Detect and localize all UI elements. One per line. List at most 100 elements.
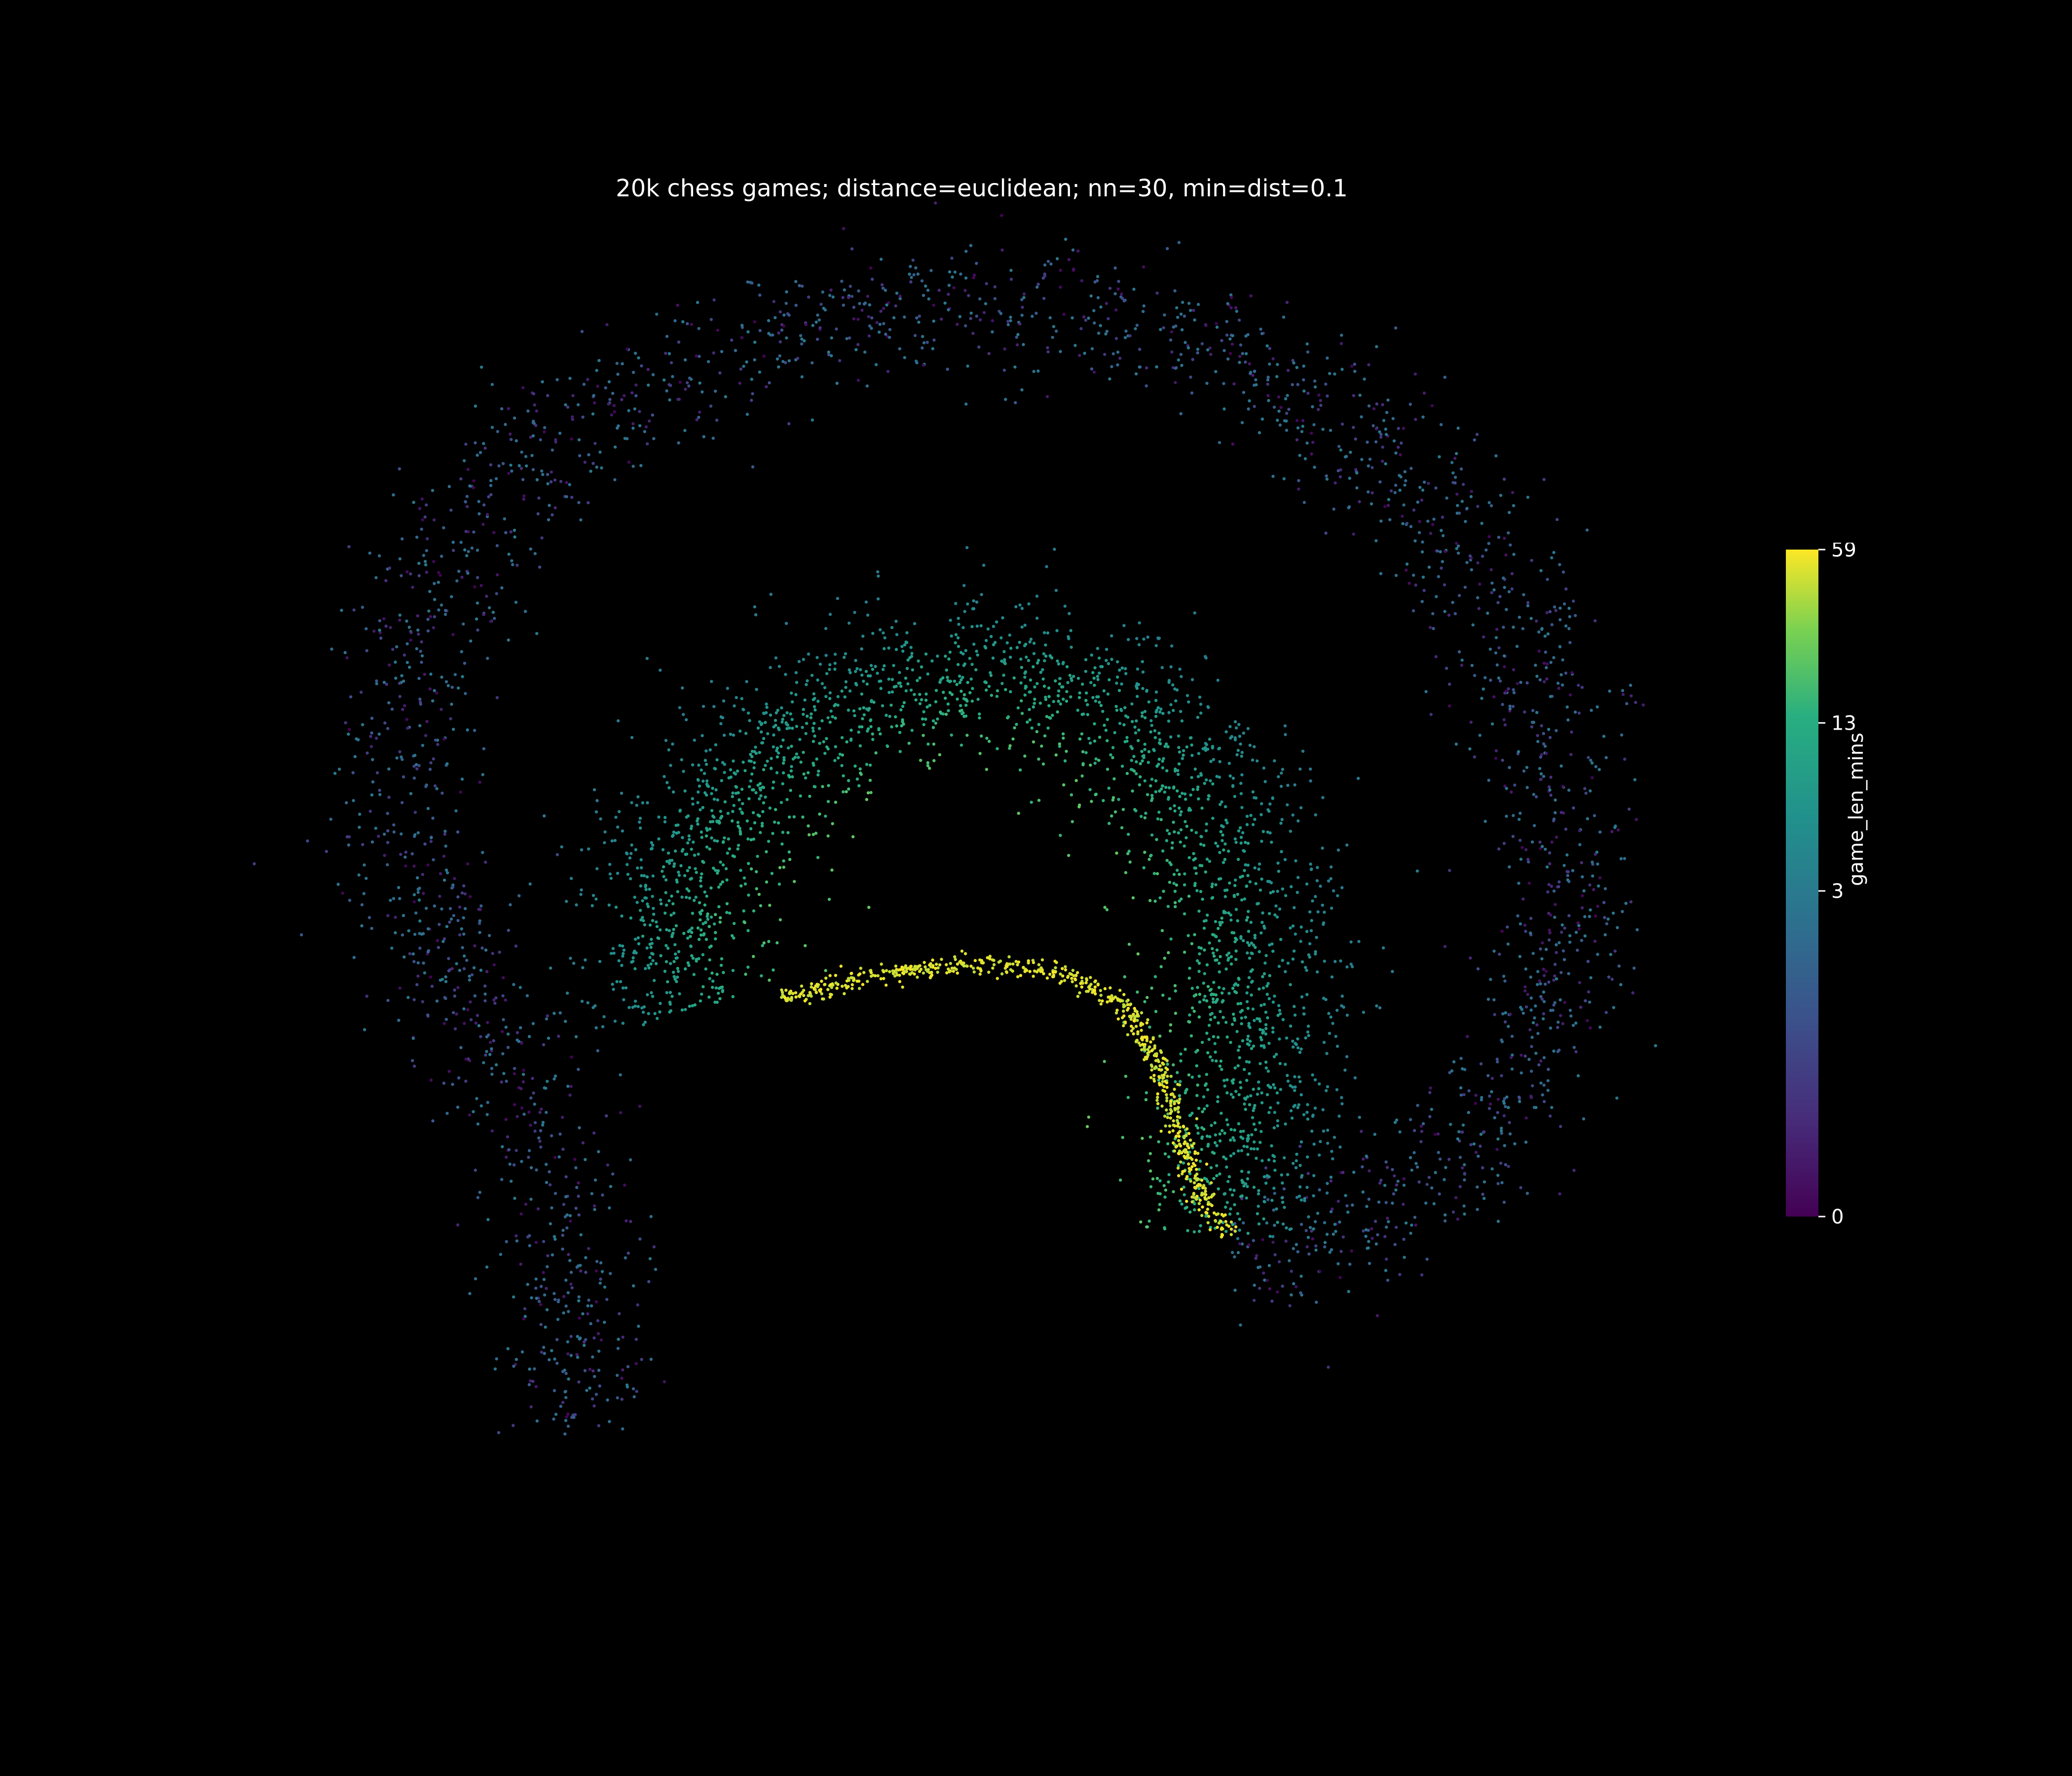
scatter-point (1009, 319, 1012, 323)
scatter-point (1172, 820, 1175, 824)
scatter-point (1033, 698, 1036, 701)
scatter-point (855, 667, 859, 670)
scatter-point (1265, 344, 1269, 348)
scatter-point (1273, 1253, 1277, 1257)
scatter-point (1108, 287, 1112, 290)
scatter-point (461, 675, 464, 678)
scatter-point (877, 727, 881, 731)
scatter-point (586, 1001, 590, 1004)
scatter-point (684, 387, 687, 391)
scatter-point (1519, 1071, 1523, 1074)
scatter-point (1365, 1205, 1369, 1208)
scatter-point (533, 1129, 537, 1133)
scatter-point (1548, 788, 1552, 792)
scatter-point (448, 921, 451, 924)
scatter-point (840, 279, 844, 283)
scatter-point (360, 903, 364, 907)
scatter-point (961, 676, 964, 679)
scatter-point (1141, 759, 1144, 763)
scatter-point (1278, 423, 1282, 427)
scatter-point (1323, 910, 1326, 914)
scatter-point (1431, 523, 1435, 526)
scatter-point (383, 721, 387, 725)
scatter-point (1164, 785, 1168, 789)
scatter-point (1211, 782, 1215, 786)
scatter-point (1461, 1166, 1464, 1170)
scatter-point (1198, 952, 1201, 956)
scatter-point (730, 819, 734, 823)
scatter-point (1241, 831, 1245, 835)
scatter-point (1245, 1000, 1249, 1003)
scatter-point (1260, 840, 1263, 843)
scatter-point (767, 940, 771, 943)
scatter-point (420, 527, 423, 531)
scatter-point (413, 811, 417, 814)
scatter-point (643, 430, 647, 433)
scatter-point (1370, 1227, 1373, 1230)
scatter-point (755, 688, 758, 691)
scatter-point (1188, 1150, 1191, 1154)
scatter-point (499, 1253, 502, 1256)
scatter-point (593, 401, 596, 405)
scatter-point (1282, 477, 1286, 481)
scatter-point (1236, 919, 1239, 923)
scatter-point (1223, 842, 1227, 846)
scatter-point (524, 1202, 528, 1206)
scatter-point (1319, 404, 1323, 407)
scatter-point (1440, 529, 1443, 532)
scatter-point (472, 530, 476, 534)
scatter-point (333, 772, 337, 775)
scatter-point (816, 700, 820, 703)
scatter-point (1445, 666, 1448, 670)
scatter-point (1163, 957, 1166, 960)
scatter-point (353, 755, 357, 758)
scatter-point (776, 708, 779, 712)
scatter-point (575, 1353, 579, 1356)
scatter-point (825, 672, 829, 675)
scatter-point (1284, 894, 1288, 897)
scatter-point (1593, 852, 1597, 856)
scatter-point (840, 689, 844, 693)
scatter-point (754, 791, 758, 795)
scatter-point (669, 764, 672, 767)
scatter-point (1184, 1047, 1187, 1051)
scatter-point (1290, 1227, 1293, 1231)
scatter-point (529, 1096, 533, 1100)
scatter-point (621, 944, 625, 948)
scatter-point (619, 1073, 622, 1076)
scatter-point (1251, 968, 1254, 972)
scatter-point (1125, 772, 1129, 776)
scatter-point (700, 909, 704, 913)
scatter-point (394, 931, 397, 934)
scatter-point (1235, 753, 1239, 757)
scatter-point (1542, 1000, 1546, 1003)
scatter-point (1103, 906, 1107, 909)
scatter-point (1110, 365, 1113, 369)
scatter-point (986, 627, 990, 631)
scatter-point (455, 1012, 458, 1016)
scatter-point (1520, 846, 1524, 850)
scatter-point (646, 963, 650, 967)
scatter-point (1294, 932, 1297, 936)
scatter-point (1097, 759, 1101, 762)
scatter-point (374, 576, 378, 580)
scatter-point (534, 424, 538, 427)
scatter-point (467, 550, 470, 554)
scatter-point (1199, 889, 1203, 893)
scatter-point (509, 1180, 513, 1183)
scatter-point (1323, 1221, 1327, 1224)
scatter-point (359, 691, 363, 694)
scatter-point (667, 929, 671, 932)
scatter-point (414, 763, 418, 767)
scatter-point (1421, 1122, 1425, 1125)
scatter-point (630, 843, 633, 847)
scatter-point (1436, 1132, 1440, 1136)
scatter-point (1503, 578, 1507, 581)
scatter-point (586, 1304, 590, 1308)
scatter-point (1268, 1234, 1272, 1238)
scatter-point (1234, 936, 1237, 940)
scatter-point (739, 367, 742, 371)
scatter-point (1028, 640, 1032, 644)
scatter-point (1112, 777, 1116, 780)
scatter-point (519, 1212, 523, 1216)
